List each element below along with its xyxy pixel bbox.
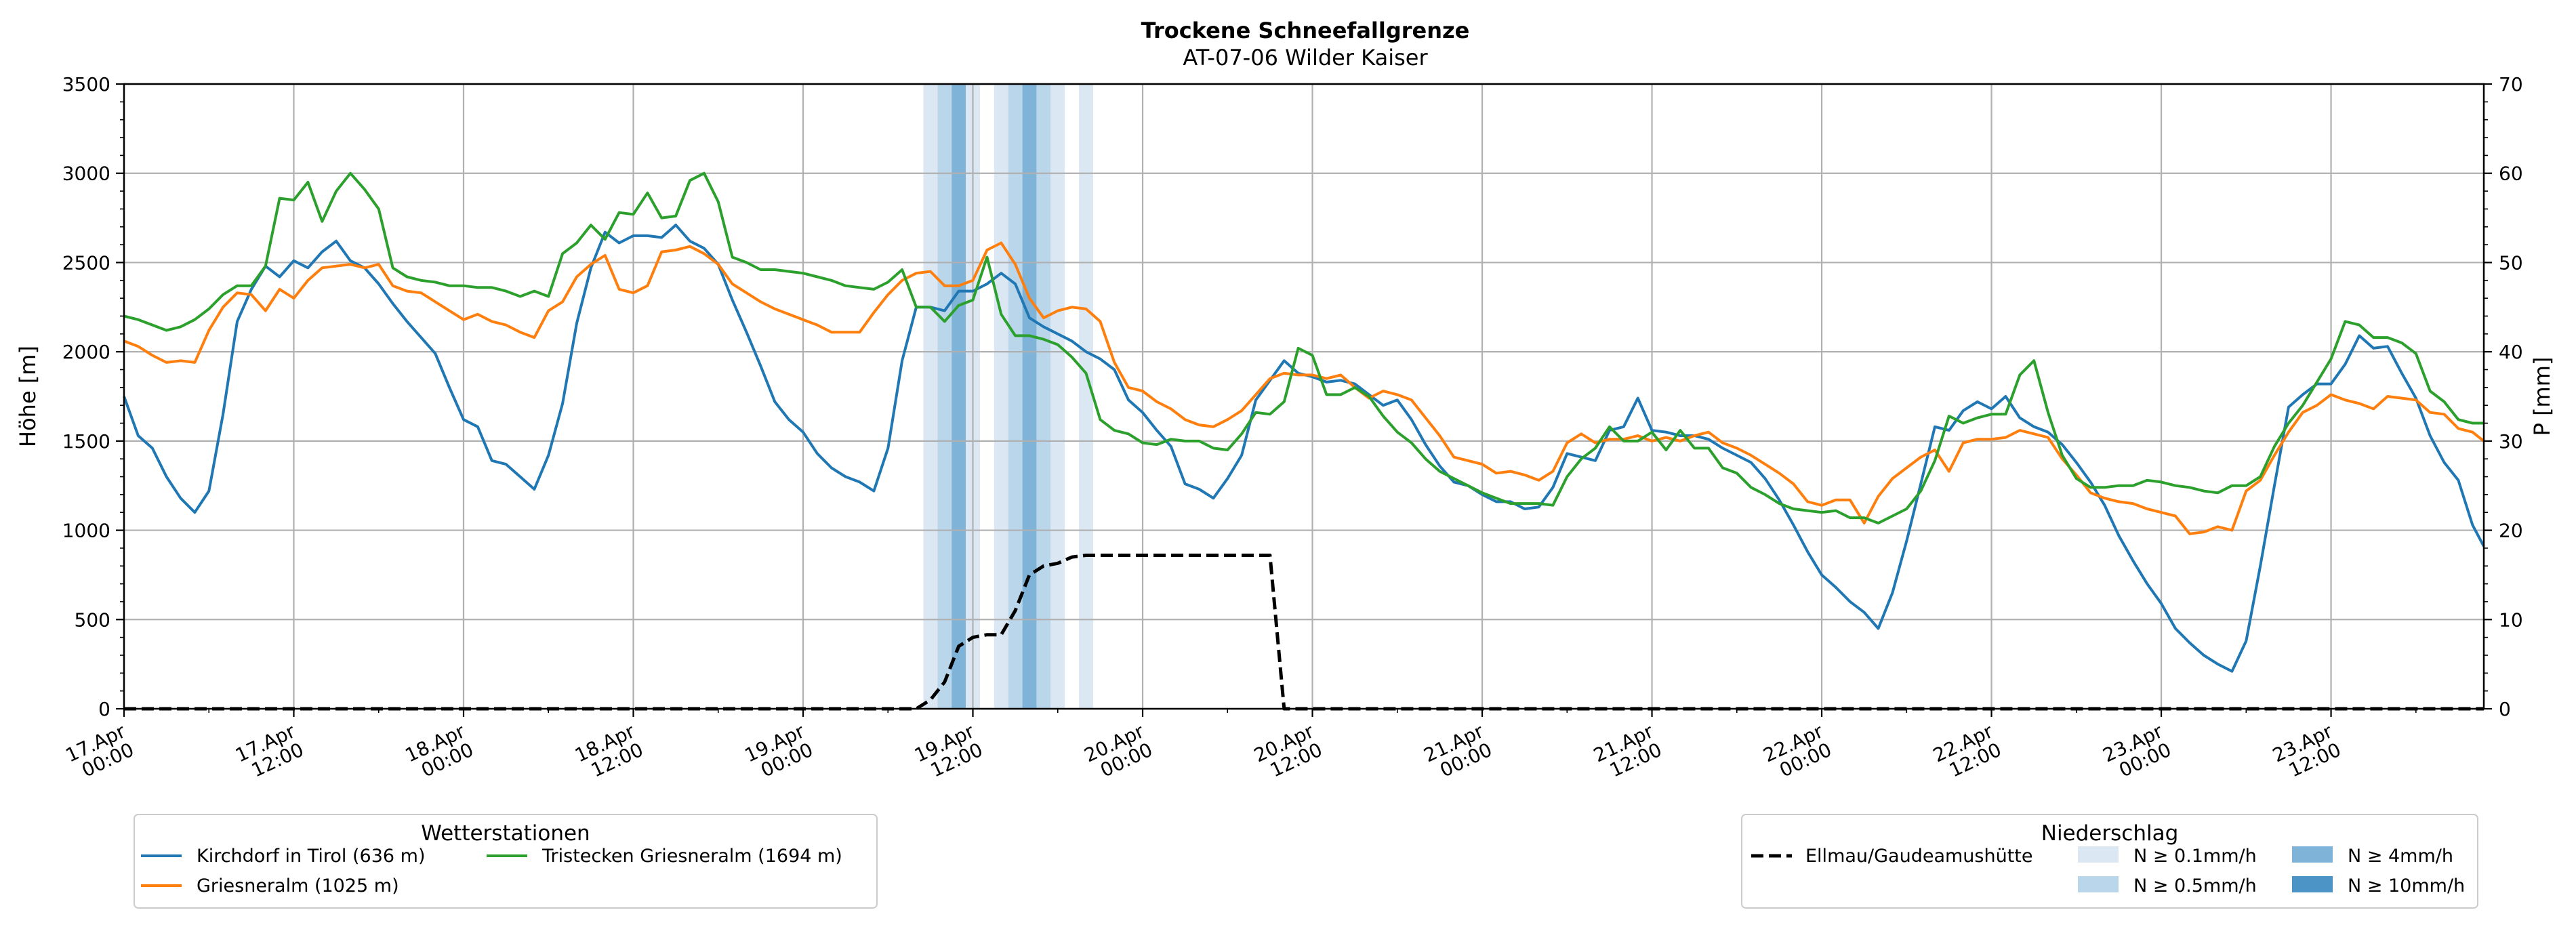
legend-swatch [2292,876,2333,892]
chart-title: Trockene Schneefallgrenze [1141,18,1470,43]
y-tick-label: 2000 [62,341,110,363]
y2-tick-label: 70 [2499,73,2523,96]
y2-tick-label: 40 [2499,341,2523,363]
legend-title: Niederschlag [2041,821,2179,846]
y-axis-label: Höhe [m] [15,346,41,447]
y-tick-label: 1000 [62,520,110,542]
chart-subtitle: AT-07-06 Wilder Kaiser [1183,45,1428,70]
precip-band [994,84,1008,709]
y2-axis-label: P [mm] [2529,357,2555,436]
series-line [123,224,2485,673]
legend-frame [134,814,878,909]
precip-band [1036,84,1051,709]
legend-swatch [2078,846,2119,863]
y-tick-label: 1500 [62,430,110,453]
y-tick-label: 500 [75,608,110,631]
y2-tick-label: 50 [2499,251,2523,274]
grid-lines [123,83,2484,710]
y2-tick-label: 10 [2499,608,2523,631]
precip-band [1022,84,1037,709]
y2-tick-label: 0 [2499,698,2511,720]
axes: 0 500 1000 1500 2000 2500 3000 3500 0 10 20 30 40 50 6… [62,73,2523,782]
precip-band [1008,84,1023,709]
legend-weather-stations: Wetterstationen Kirchdorf in Tirol (636 … [134,814,878,909]
legend-label: Griesneralm (1025 m) [197,875,399,896]
precip-band [1079,84,1093,709]
legend-label: N ≥ 0.5mm/h [2133,875,2257,896]
legend-label: N ≥ 4mm/h [2348,846,2453,867]
legend-label: Tristecken Griesneralm (1694 m) [541,846,842,867]
legend-label: N ≥ 10mm/h [2348,875,2465,896]
legend-label: Kirchdorf in Tirol (636 m) [197,846,425,867]
y-tick-label: 0 [98,698,110,720]
y-tick-label: 3500 [62,73,110,96]
plot-frame [123,83,2485,710]
legend-title: Wetterstationen [421,821,590,846]
y2-tick-label: 30 [2499,430,2523,453]
series-line [124,554,2484,711]
legend-label: N ≥ 0.1mm/h [2133,846,2257,867]
y-tick-label: 2500 [62,251,110,274]
precip-band [1050,84,1065,709]
precip-band [937,84,952,709]
y2-tick-label: 60 [2499,163,2523,185]
precipitation-bands [923,84,1093,709]
data-series [123,171,2485,711]
y-tick-label: 3000 [62,163,110,185]
precip-band [952,84,966,709]
series-line [123,171,2484,524]
series-line [123,241,2485,535]
legend-precipitation: Niederschlag Ellmau/Gaudeamushütte N ≥ 0.… [1741,814,2478,909]
y2-tick-label: 20 [2499,520,2523,542]
precip-band [923,84,938,709]
legend-label: Ellmau/Gaudeamushütte [1805,846,2032,867]
legend-swatch [2292,846,2333,863]
legend-swatch [2078,876,2119,892]
